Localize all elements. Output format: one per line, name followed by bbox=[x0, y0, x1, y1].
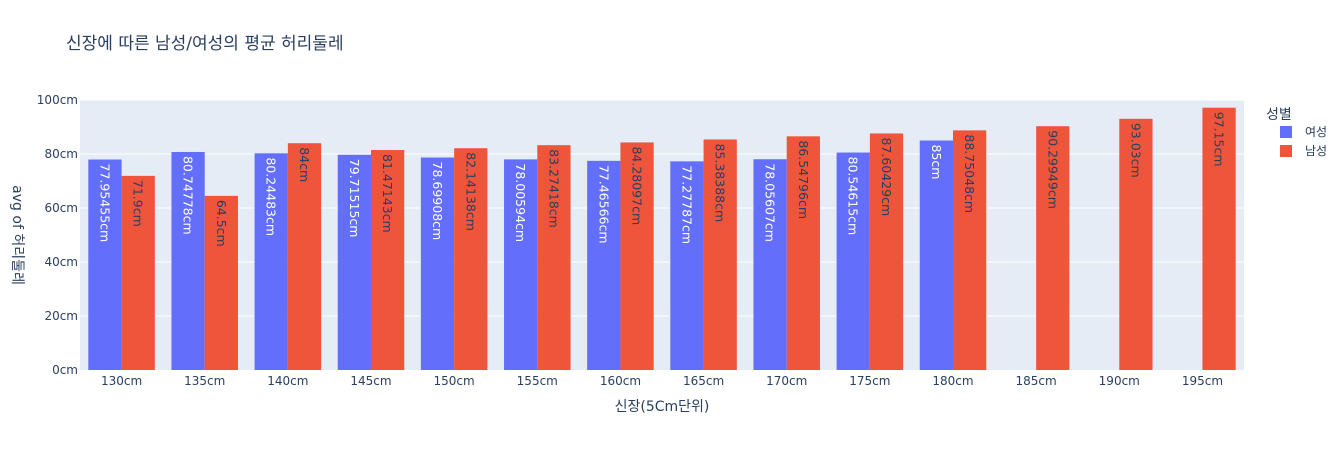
x-tick-label: 190cm bbox=[1099, 374, 1140, 388]
bar-남성[interactable] bbox=[1202, 107, 1236, 370]
legend-item-label[interactable]: 남성 bbox=[1305, 144, 1327, 158]
bar-남성[interactable] bbox=[1119, 118, 1153, 370]
bar-data-labels: 77.95455cm 80.74778cm 80.24483cm 79.71515cm… bbox=[97, 112, 1226, 247]
x-tick-label: 145cm bbox=[350, 374, 391, 388]
bar-data-label: 80.54615cm bbox=[846, 157, 861, 236]
bar-남성[interactable] bbox=[204, 195, 238, 370]
x-tick-label: 170cm bbox=[766, 374, 807, 388]
bar-여성[interactable] bbox=[504, 159, 538, 370]
bar-여성[interactable] bbox=[587, 160, 621, 370]
x-tick-label: 155cm bbox=[517, 374, 558, 388]
legend-swatch[interactable] bbox=[1280, 126, 1292, 138]
bar-data-label: 84cm bbox=[297, 147, 312, 182]
bar-data-label: 90.29949cm bbox=[1045, 130, 1060, 209]
x-tick-label: 180cm bbox=[932, 374, 973, 388]
bar-남성[interactable] bbox=[1036, 126, 1070, 370]
bars bbox=[88, 107, 1236, 371]
y-tick-label: 40cm bbox=[44, 255, 78, 269]
x-tick-label: 150cm bbox=[434, 374, 475, 388]
bar-여성[interactable] bbox=[753, 159, 787, 370]
bar-data-label: 79.71515cm bbox=[347, 159, 362, 238]
chart-title: 신장에 따른 남성/여성의 평균 허리둘레 bbox=[66, 34, 344, 54]
bar-data-label: 64.5cm bbox=[214, 200, 229, 247]
bar-data-label: 83.27418cm bbox=[546, 149, 561, 228]
x-tick-label: 195cm bbox=[1182, 374, 1223, 388]
bar-여성[interactable] bbox=[171, 151, 205, 370]
bar-data-label: 80.74778cm bbox=[181, 156, 196, 235]
x-tick-label: 175cm bbox=[849, 374, 890, 388]
bar-여성[interactable] bbox=[670, 161, 704, 370]
bar-남성[interactable] bbox=[121, 175, 155, 370]
bar-남성[interactable] bbox=[287, 143, 322, 370]
legend-title: 성별 bbox=[1266, 107, 1292, 123]
bar-data-label: 85cm bbox=[929, 145, 944, 180]
bar-data-label: 84.28097cm bbox=[630, 146, 645, 225]
bar-data-label: 77.27787cm bbox=[679, 165, 694, 244]
bar-남성[interactable] bbox=[454, 148, 488, 370]
bar-여성[interactable] bbox=[337, 154, 371, 370]
y-tick-label: 100cm bbox=[37, 93, 78, 107]
legend-swatch[interactable] bbox=[1280, 145, 1292, 157]
bar-남성[interactable] bbox=[703, 139, 737, 370]
bar-남성[interactable] bbox=[537, 145, 571, 370]
bar-data-label: 97.15cm bbox=[1212, 112, 1227, 167]
bar-남성[interactable] bbox=[371, 150, 405, 370]
bar-data-label: 81.47143cm bbox=[380, 154, 395, 233]
x-tick-label: 140cm bbox=[267, 374, 308, 388]
bar-data-label: 77.95455cm bbox=[97, 164, 112, 243]
bar-data-label: 78.69908cm bbox=[430, 162, 445, 241]
bar-data-label: 80.24483cm bbox=[264, 157, 279, 236]
bar-여성[interactable] bbox=[420, 157, 455, 370]
y-tick-label: 60cm bbox=[44, 201, 78, 215]
y-tick-label: 80cm bbox=[44, 147, 78, 161]
y-tick-label: 20cm bbox=[44, 309, 78, 323]
y-axis-ticks: 0cm 20cm 40cm 60cm 80cm 100cm bbox=[37, 93, 78, 377]
legend-item-label[interactable]: 여성 bbox=[1305, 125, 1327, 139]
x-axis-ticks: 130cm 135cm 140cm 145cm 150cm 155cm 160cm 165cm… bbox=[101, 374, 1223, 388]
bar-data-label: 82.14138cm bbox=[463, 152, 478, 231]
bar-여성[interactable] bbox=[254, 153, 288, 370]
bar-남성[interactable] bbox=[869, 133, 904, 370]
bar-data-label: 71.9cm bbox=[131, 180, 146, 227]
bar-남성[interactable] bbox=[786, 136, 820, 370]
bar-여성[interactable] bbox=[836, 152, 870, 370]
bar-남성[interactable] bbox=[953, 130, 987, 370]
bar-data-label: 86.54796cm bbox=[796, 140, 811, 219]
bar-data-label: 78.00594cm bbox=[513, 163, 528, 242]
bar-data-label: 87.60429cm bbox=[879, 137, 894, 216]
bar-data-label: 78.05607cm bbox=[763, 163, 778, 242]
x-tick-label: 130cm bbox=[101, 374, 142, 388]
x-tick-label: 160cm bbox=[600, 374, 641, 388]
bar-여성[interactable] bbox=[88, 159, 122, 370]
bar-data-label: 85.38388cm bbox=[713, 143, 728, 222]
bar-data-label: 77.46566cm bbox=[596, 165, 611, 244]
bar-data-label: 93.03cm bbox=[1128, 123, 1143, 178]
x-tick-label: 135cm bbox=[184, 374, 225, 388]
x-tick-label: 165cm bbox=[683, 374, 724, 388]
bar-남성[interactable] bbox=[620, 142, 654, 370]
x-tick-label: 185cm bbox=[1016, 374, 1057, 388]
x-axis-title: 신장(5Cm단위) bbox=[615, 399, 710, 415]
y-axis-title: avg of 허리둘레 bbox=[9, 185, 25, 285]
bar-data-label: 88.75048cm bbox=[962, 134, 977, 213]
bar-여성[interactable] bbox=[919, 140, 953, 371]
y-tick-label: 0cm bbox=[52, 363, 78, 377]
